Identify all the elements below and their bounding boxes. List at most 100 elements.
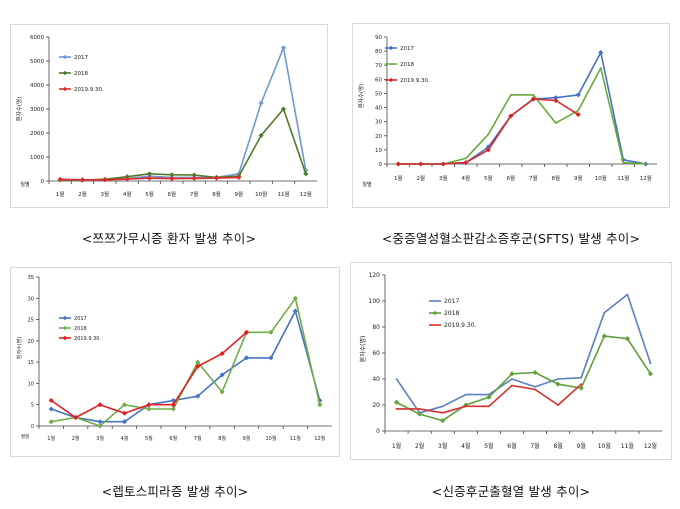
- data-point: [577, 109, 580, 112]
- data-point: [485, 147, 491, 153]
- data-point: [508, 113, 514, 119]
- data-point: [393, 399, 400, 406]
- y-tick-label: 90: [375, 35, 382, 41]
- series-line: [398, 98, 579, 165]
- x-axis-label: 월별: [20, 181, 30, 188]
- y-tick-label: 10: [375, 148, 382, 154]
- x-tick-label: 8월: [212, 190, 221, 198]
- y-tick-label: 50: [375, 91, 382, 97]
- data-point: [48, 406, 54, 412]
- data-point: [532, 369, 538, 376]
- data-point: [146, 402, 152, 408]
- y-tick-label: 15: [28, 360, 34, 366]
- y-tick-label: 2000: [30, 131, 44, 137]
- hfrs-chart-caption: <신증후군출혈열 발생 추이>: [431, 484, 591, 499]
- series-line: [396, 335, 652, 422]
- data-point: [395, 408, 398, 410]
- data-point: [48, 419, 54, 425]
- leptospirosis-chart-panel: 0 5 10 15 20 25 30 35 1월 2월 3월 4월 5월 6월 7월 8월 9월 10월 11월 12…: [10, 267, 340, 457]
- data-point: [532, 93, 535, 96]
- legend-label: 2018: [74, 71, 88, 77]
- series-line: [398, 67, 646, 165]
- data-point: [146, 175, 153, 181]
- legend-marker: [388, 45, 394, 51]
- y-axis-label: 환자수(명): [16, 337, 23, 359]
- data-point: [555, 381, 561, 387]
- data-point: [195, 363, 201, 370]
- y-tick-label: 20: [372, 402, 380, 409]
- data-point: [464, 157, 467, 160]
- x-tick-label: 1월: [56, 190, 65, 198]
- x-tick-label: 6월: [169, 435, 177, 442]
- data-point: [530, 96, 536, 102]
- y-tick-label: 35: [28, 275, 34, 281]
- data-point: [626, 293, 629, 296]
- x-tick-label: 3월: [96, 435, 104, 442]
- x-tick-label: 12월: [314, 435, 325, 442]
- x-tick-label: 4월: [461, 174, 470, 182]
- data-point: [236, 174, 242, 181]
- x-tick-label: 5월: [145, 435, 153, 442]
- data-point: [534, 388, 536, 391]
- x-tick-label: 6월: [506, 174, 515, 182]
- data-point: [440, 161, 446, 167]
- legend-label: 2019.9.30.: [74, 87, 104, 93]
- y-tick-label: 0: [376, 428, 380, 435]
- legend-label: 2017: [74, 316, 87, 322]
- data-point: [599, 67, 602, 69]
- data-point: [146, 406, 152, 412]
- y-tick-label: 10: [28, 381, 34, 387]
- data-point: [603, 311, 606, 314]
- x-tick-label: 8월: [551, 174, 560, 182]
- data-point: [243, 355, 250, 361]
- data-point: [509, 93, 512, 96]
- legend: 2017 2018 2019.9.30.: [59, 54, 104, 93]
- data-point: [57, 176, 63, 182]
- data-point: [464, 393, 467, 396]
- y-tick-label: 0: [379, 162, 383, 168]
- legend-marker: [62, 70, 68, 76]
- y-tick-label: 30: [375, 120, 382, 126]
- legend-marker: [388, 77, 394, 83]
- series-line: [60, 47, 307, 181]
- data-point: [292, 295, 299, 301]
- x-tick-label: 12월: [300, 190, 312, 198]
- data-point: [554, 122, 557, 124]
- y-tick-label: 80: [372, 324, 380, 331]
- legend-label: 2017: [74, 55, 88, 61]
- data-point: [487, 405, 490, 408]
- y-tick-label: 3000: [30, 107, 44, 113]
- x-tick-label: 1월: [47, 435, 55, 442]
- legend-label: 2018: [400, 62, 414, 68]
- x-tick-label: 1월: [394, 174, 403, 182]
- data-point: [97, 402, 103, 408]
- x-tick-label: 12월: [640, 174, 652, 182]
- x-tick-label: 9월: [574, 174, 583, 182]
- data-point: [280, 45, 287, 51]
- legend-marker: [62, 335, 68, 341]
- tsutsugamushi-chart-caption: <쯔쯔가무시증 환자 발생 추이>: [81, 231, 257, 246]
- data-point: [418, 408, 421, 410]
- data-point: [170, 406, 176, 412]
- y-tick-label: 70: [375, 63, 382, 69]
- series-line: [50, 310, 321, 423]
- data-point: [268, 329, 274, 335]
- data-point: [578, 385, 584, 391]
- data-point: [647, 371, 654, 377]
- x-tick-label: 2월: [78, 190, 87, 198]
- y-axis-label: 환자수(명): [15, 97, 23, 122]
- data-point: [575, 111, 581, 118]
- data-point: [169, 175, 175, 182]
- sfts-chart: 0 10 20 30 40 50 60 70 80 90 1월 2월 3월 4월 5월 6월 7월 8월 9월 10월…: [357, 35, 657, 188]
- x-tick-label: 10월: [255, 190, 267, 198]
- data-point: [195, 393, 201, 399]
- legend-label: 2019.9.30.: [74, 336, 101, 342]
- data-point: [121, 410, 128, 416]
- data-point: [124, 176, 130, 182]
- data-point: [213, 175, 220, 181]
- data-point: [79, 177, 86, 183]
- data-point: [97, 423, 103, 429]
- x-tick-label: 3월: [439, 174, 448, 182]
- data-point: [509, 371, 515, 377]
- x-tick-label: 5월: [145, 190, 154, 198]
